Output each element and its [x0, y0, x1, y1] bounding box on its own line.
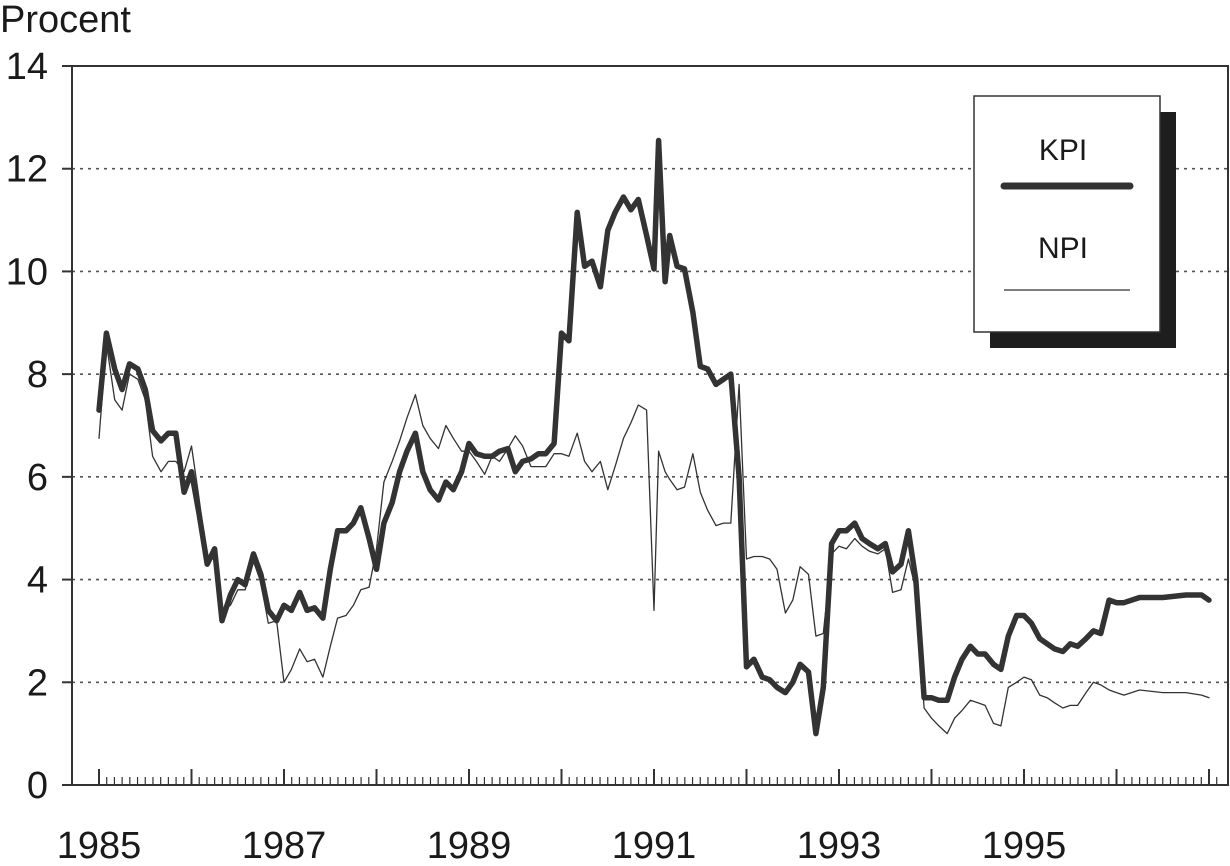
legend-box	[973, 95, 1161, 333]
legend-label-kpi: KPI	[1039, 134, 1087, 167]
y-tick-label-14: 14	[6, 46, 48, 88]
y-tick-label-12: 12	[6, 149, 48, 191]
plot-frame	[71, 65, 1229, 786]
series-lines	[96, 137, 1212, 737]
y-tick-label-0: 0	[27, 765, 48, 807]
y-tick-label-4: 4	[27, 560, 48, 602]
legend: KPI NPI	[973, 95, 1176, 348]
axis-ticks: 0 2 4 6 8 10 12 14 1985 1987 1989 1991 1993 1995	[6, 46, 1218, 866]
x-tick-label-1985: 1985	[57, 825, 142, 866]
x-tick-label-1993: 1993	[797, 825, 882, 866]
y-tick-label-2: 2	[27, 662, 48, 704]
x-tick-label-1995: 1995	[982, 825, 1067, 866]
x-tick-label-1989: 1989	[427, 825, 512, 866]
x-tick-label-1991: 1991	[612, 825, 697, 866]
series-line-kpi	[96, 137, 1212, 737]
y-axis-label: Procent	[0, 0, 131, 41]
y-tick-label-8: 8	[27, 354, 48, 396]
series-line-npi	[98, 342, 1210, 735]
x-tick-label-1987: 1987	[242, 825, 327, 866]
y-tick-label-6: 6	[27, 457, 48, 499]
y-tick-label-10: 10	[6, 251, 48, 293]
legend-label-npi: NPI	[1038, 232, 1088, 265]
